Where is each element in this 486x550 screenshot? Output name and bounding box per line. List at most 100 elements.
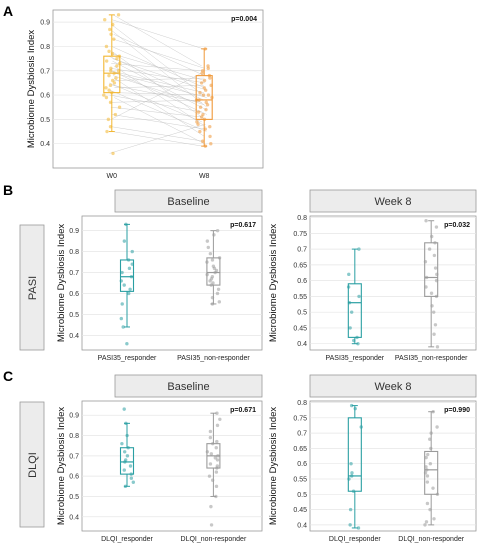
- data-point: [126, 258, 131, 262]
- panel-letter-c: C: [3, 368, 13, 384]
- data-point: [120, 270, 124, 275]
- data-point: [215, 228, 220, 233]
- data-point: [355, 335, 359, 340]
- paired-line: [111, 63, 203, 72]
- data-point: [110, 52, 115, 56]
- data-point: [111, 22, 115, 27]
- data-point: [216, 287, 221, 291]
- data-point: [125, 342, 129, 346]
- p-value-label: p=0.617: [230, 222, 256, 229]
- data-point: [435, 272, 439, 277]
- x-tick-label: PASI35_non-responder: [177, 355, 250, 362]
- data-point: [432, 310, 436, 314]
- data-point: [359, 425, 363, 429]
- data-point: [205, 239, 210, 243]
- data-point: [424, 285, 428, 289]
- y-tick-label: 0.4: [40, 141, 50, 148]
- data-point: [434, 278, 439, 283]
- paired-line: [111, 24, 204, 96]
- data-point: [116, 69, 121, 73]
- y-tick-label: 0.55: [293, 477, 307, 484]
- data-point: [108, 124, 113, 129]
- panel-letter-a: A: [3, 3, 13, 19]
- data-point: [350, 471, 354, 475]
- y-tick-label: 0.7: [69, 270, 79, 277]
- y-tick-label: 0.6: [69, 291, 79, 298]
- data-point: [429, 291, 434, 295]
- paired-line: [112, 58, 207, 91]
- panel-letter-b: B: [3, 182, 13, 198]
- y-tick-label: 0.8: [40, 44, 50, 51]
- data-point: [108, 100, 113, 105]
- paired-line: [112, 19, 204, 50]
- data-point: [196, 122, 200, 126]
- plot-area: [52, 9, 264, 169]
- y-tick-label: 0.5: [297, 310, 307, 317]
- data-point: [102, 93, 106, 97]
- data-point: [203, 127, 207, 131]
- data-point: [125, 454, 130, 458]
- data-point: [209, 523, 214, 527]
- data-point: [214, 494, 218, 499]
- data-point: [212, 233, 216, 237]
- data-point: [426, 452, 430, 457]
- paired-line: [113, 92, 205, 96]
- data-point: [200, 71, 204, 75]
- data-point: [122, 450, 127, 454]
- data-point: [433, 323, 438, 327]
- data-point: [131, 480, 136, 484]
- strip-title: Baseline: [167, 381, 209, 393]
- data-point: [197, 98, 201, 102]
- data-point: [119, 279, 123, 283]
- data-point: [194, 98, 199, 102]
- data-point: [217, 256, 222, 260]
- data-point: [215, 291, 220, 296]
- paired-line: [109, 99, 206, 103]
- data-point: [215, 439, 219, 444]
- data-point: [216, 454, 220, 458]
- data-point: [210, 95, 214, 100]
- y-axis-label: Microbiome Dysbiosis Index: [268, 224, 279, 343]
- y-tick-label: 0.7: [69, 453, 79, 460]
- y-tick-label: 0.5: [69, 494, 79, 501]
- x-tick-label: PASI35_non-responder: [395, 355, 468, 362]
- data-point: [427, 247, 432, 251]
- y-axis-label: Microbiome Dysbiosis Index: [26, 30, 37, 149]
- data-point: [428, 462, 433, 466]
- p-value-label: p=0.990: [444, 407, 470, 414]
- data-point: [104, 59, 109, 63]
- paired-line: [111, 51, 205, 120]
- data-point: [196, 110, 201, 114]
- data-point: [434, 294, 439, 299]
- plot-area: [309, 400, 477, 532]
- x-tick-label: PASI35_responder: [98, 355, 157, 362]
- data-point: [110, 78, 115, 83]
- paired-line: [110, 70, 204, 93]
- data-point: [350, 474, 354, 478]
- data-point: [433, 266, 438, 270]
- data-point: [129, 476, 134, 480]
- paired-line: [112, 60, 207, 110]
- data-point: [210, 478, 215, 482]
- data-point: [424, 465, 428, 469]
- data-point: [203, 47, 207, 51]
- x-tick-label: PASI35_responder: [325, 355, 384, 362]
- data-point: [213, 456, 218, 460]
- y-axis-label: Microbiome Dysbiosis Index: [268, 407, 279, 526]
- p-value-label: p=0.032: [444, 222, 470, 229]
- data-point: [208, 251, 213, 256]
- y-tick-label: 0.75: [293, 415, 307, 422]
- x-tick-label: W0: [107, 173, 118, 180]
- paired-line: [113, 34, 205, 76]
- data-point: [215, 423, 220, 428]
- y-tick-label: 0.6: [297, 278, 307, 285]
- y-axis-label: Microbiome Dysbiosis Index: [56, 224, 67, 343]
- plot-area: [81, 400, 263, 532]
- data-point: [218, 417, 222, 421]
- data-point: [429, 431, 433, 435]
- data-point: [349, 310, 354, 314]
- y-tick-label: 0.6: [40, 93, 50, 100]
- data-point: [206, 245, 210, 250]
- data-point: [127, 266, 132, 271]
